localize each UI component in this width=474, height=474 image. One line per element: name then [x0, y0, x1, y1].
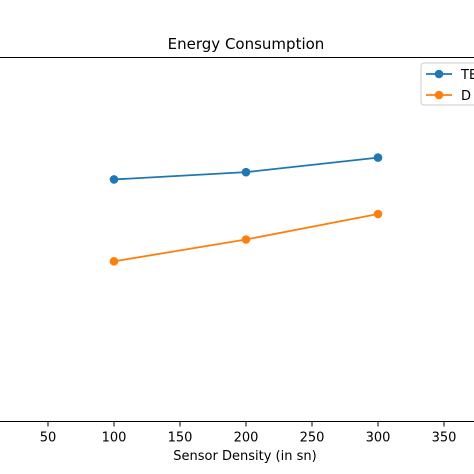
x-tick-label: 150	[168, 431, 193, 446]
x-axis-label: Sensor Density (in sn)	[173, 449, 316, 464]
x-axis-ticks: 50 100 150 200 250 300 350	[40, 421, 457, 446]
x-tick-label: 300	[366, 431, 391, 446]
legend-marker	[434, 69, 444, 79]
x-tick-label: 200	[234, 431, 259, 446]
legend-label: D	[461, 89, 471, 104]
x-tick-label: 250	[300, 431, 325, 446]
plot-axes	[0, 57, 474, 422]
data-point	[109, 175, 119, 184]
legend-marker	[434, 90, 444, 100]
chart-title: Energy Consumption	[168, 35, 325, 53]
x-tick-label: 50	[40, 431, 57, 446]
legend: TE D	[420, 62, 474, 106]
legend-label: TE	[460, 68, 474, 83]
data-point	[241, 235, 251, 244]
data-point	[241, 167, 251, 177]
data-point	[373, 209, 383, 219]
x-tick-label: 100	[102, 431, 127, 446]
data-point	[373, 153, 383, 162]
data-point	[109, 257, 119, 266]
series-layer	[109, 153, 383, 266]
x-tick-label: 350	[432, 431, 457, 446]
